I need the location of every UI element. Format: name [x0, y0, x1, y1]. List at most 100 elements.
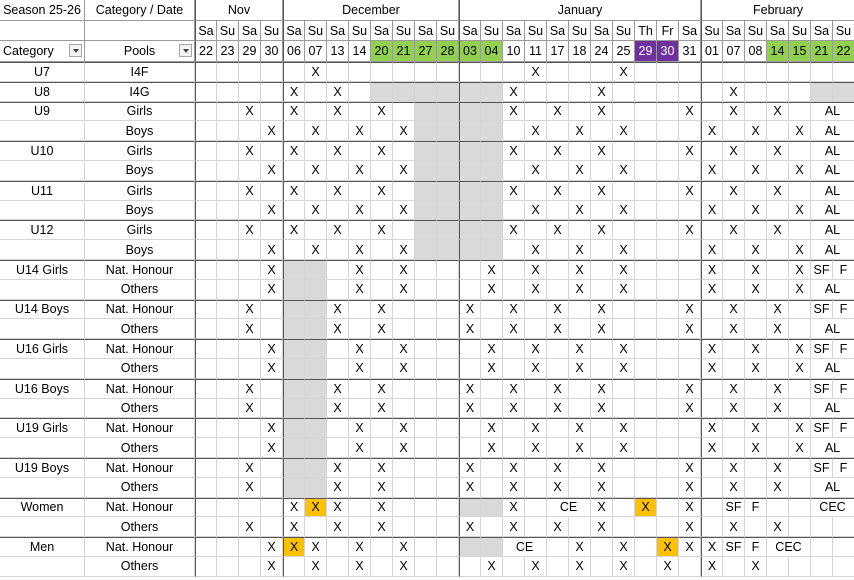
schedule-cell [503, 161, 525, 181]
schedule-cell: X [503, 378, 525, 399]
schedule-cell: X [239, 517, 261, 538]
schedule-cell [613, 101, 635, 122]
schedule-cell [635, 339, 657, 359]
schedule-cell [767, 121, 789, 142]
schedule-cell [547, 418, 569, 439]
schedule-cell [613, 299, 635, 320]
schedule-cell [305, 398, 327, 419]
day-name: Sa [239, 21, 261, 41]
date-header: 06 [283, 41, 305, 62]
schedule-cell [525, 497, 547, 518]
schedule-cell [371, 161, 393, 181]
schedule-cell [415, 279, 437, 300]
schedule-cell [349, 458, 371, 478]
schedule-cell [217, 418, 239, 439]
schedule-cell [261, 497, 283, 518]
schedule-cell: X [767, 319, 789, 340]
schedule-cell [481, 200, 503, 221]
schedule-cell: X [525, 161, 547, 181]
schedule-cell: F [833, 418, 854, 439]
schedule-cell: F [833, 339, 854, 359]
schedule-cell [745, 62, 767, 82]
schedule-cell [261, 458, 283, 478]
day-name: Su [261, 21, 283, 41]
schedule-cell [723, 260, 745, 280]
category-cell: U14 Boys [0, 299, 85, 320]
day-name: Su [745, 21, 767, 41]
schedule-cell [261, 477, 283, 498]
schedule-cell [459, 141, 481, 161]
day-name: Sa [371, 21, 393, 41]
schedule-cell: X [327, 458, 349, 478]
schedule-cell: X [283, 220, 305, 241]
schedule-cell: X [261, 200, 283, 221]
schedule-cell [547, 240, 569, 260]
date-header: 30 [261, 41, 283, 62]
schedule-cell [635, 180, 657, 201]
schedule-cell [415, 398, 437, 419]
schedule-cell: X [459, 299, 481, 320]
schedule-cell [327, 359, 349, 379]
schedule-cell [701, 477, 723, 498]
schedule-cell: X [679, 497, 701, 518]
schedule-cell [305, 378, 327, 399]
schedule-cell [437, 418, 459, 439]
schedule-cell: SF [811, 458, 833, 478]
pool-cell: Boys [85, 200, 195, 221]
schedule-cell [327, 279, 349, 300]
schedule-cell [283, 398, 305, 419]
schedule-cell [657, 517, 679, 538]
schedule-cell [723, 359, 745, 379]
schedule-cell [349, 62, 371, 82]
pool-cell: Others [85, 319, 195, 340]
schedule-cell [195, 458, 217, 478]
schedule-cell [195, 121, 217, 142]
category-cell: U14 Girls [0, 260, 85, 280]
day-name: Sa [723, 21, 745, 41]
schedule-cell [305, 260, 327, 280]
schedule-cell [349, 101, 371, 122]
category-cell [0, 557, 85, 577]
schedule-cell [283, 62, 305, 82]
schedule-cell [657, 378, 679, 399]
category-cell: U16 Girls [0, 339, 85, 359]
schedule-cell: X [547, 141, 569, 161]
schedule-cell [613, 81, 635, 102]
schedule-cell [349, 517, 371, 538]
schedule-cell [789, 398, 811, 419]
schedule-cell [217, 557, 239, 577]
filter-button[interactable] [69, 44, 82, 57]
day-name: Su [789, 21, 811, 41]
schedule-cell [613, 180, 635, 201]
schedule-cell: X [591, 81, 613, 102]
day-name: Su [701, 21, 723, 41]
schedule-cell: X [239, 458, 261, 478]
schedule-cell [591, 260, 613, 280]
pool-cell: Girls [85, 141, 195, 161]
schedule-cell: X [767, 101, 789, 122]
schedule-cell: X [679, 517, 701, 538]
schedule-cell [283, 200, 305, 221]
schedule-cell: F [833, 378, 854, 399]
schedule-cell [745, 180, 767, 201]
schedule-cell: X [371, 220, 393, 241]
schedule-cell [723, 418, 745, 439]
schedule-cell [789, 477, 811, 498]
schedule-cell [393, 220, 415, 241]
schedule-cell [437, 180, 459, 201]
schedule-cell [833, 517, 854, 538]
filter-button[interactable] [179, 44, 192, 57]
category-cell: U16 Boys [0, 378, 85, 399]
schedule-cell: CE [547, 497, 591, 518]
schedule-cell [657, 438, 679, 458]
schedule-cell [591, 161, 613, 181]
schedule-cell [393, 517, 415, 538]
schedule-cell [239, 418, 261, 439]
schedule-cell [701, 398, 723, 419]
schedule-cell: X [569, 121, 591, 142]
pool-cell: I4F [85, 62, 195, 82]
schedule-cell [591, 200, 613, 221]
schedule-cell: X [591, 517, 613, 538]
schedule-cell [789, 319, 811, 340]
schedule-cell [723, 279, 745, 300]
